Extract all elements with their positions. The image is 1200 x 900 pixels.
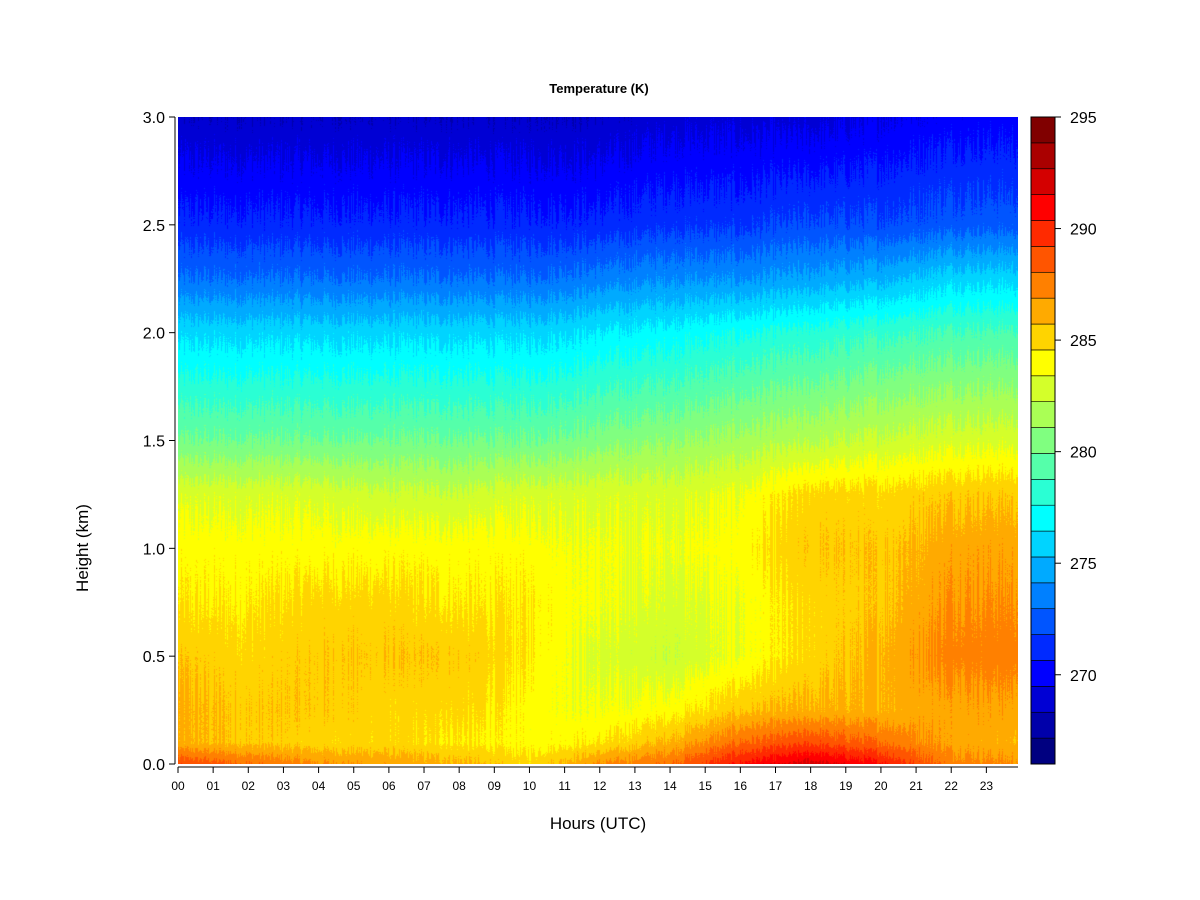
heatmap-plot-area (178, 117, 1018, 764)
colorbar-swatch (1030, 479, 1056, 506)
colorbar-swatch (1030, 711, 1056, 739)
x-axis-label: Hours (UTC) (550, 814, 646, 833)
colorbar-swatch (1030, 349, 1056, 377)
colorbar-swatch (1030, 116, 1056, 144)
x-tick-label: 22 (945, 779, 959, 793)
heatmap-field (178, 117, 1018, 764)
y-tick-label: 2.5 (143, 218, 165, 235)
colorbar-frame (1030, 116, 1056, 765)
colorbar-tick-label: 275 (1070, 556, 1097, 573)
colorbar-tick-label: 270 (1070, 668, 1097, 685)
colorbar-swatch (1030, 582, 1056, 610)
y-axis-label: Height (km) (73, 504, 92, 592)
x-tick-label: 13 (628, 779, 642, 793)
x-tick-label: 06 (382, 779, 396, 793)
x-tick-label: 09 (488, 779, 502, 793)
colorbar-swatch (1030, 608, 1056, 635)
x-tick-label: 17 (769, 779, 783, 793)
colorbar-swatch (1030, 504, 1056, 532)
colorbar-swatch (1030, 323, 1056, 351)
colorbar-swatch (1030, 453, 1056, 480)
y-axis: 0.0 0.5 1.0 1.5 2.0 2.5 3.0 (143, 110, 176, 774)
colorbar-swatch (1030, 401, 1056, 428)
x-tick-label: 01 (206, 779, 220, 793)
colorbar-tick-label: 290 (1070, 222, 1097, 239)
colorbar-swatch (1030, 634, 1056, 661)
colorbar-swatch (1030, 194, 1056, 221)
x-tick-label: 08 (452, 779, 466, 793)
colorbar-tick-label: 280 (1070, 445, 1097, 462)
colorbar-tick-label: 285 (1070, 333, 1097, 350)
colorbar-swatch (1030, 142, 1056, 170)
x-tick-label: 21 (909, 779, 923, 793)
x-tick-label: 18 (804, 779, 818, 793)
x-tick-label: 10 (523, 779, 537, 793)
x-tick-label: 02 (242, 779, 256, 793)
y-tick-label: 0.5 (143, 649, 165, 666)
x-tick-label: 11 (558, 779, 571, 793)
x-tick-label: 20 (874, 779, 888, 793)
colorbar-swatch (1030, 530, 1056, 558)
x-axis: 00 01 02 03 04 05 06 07 08 09 10 11 12 13 14 15 16 17 18 19… (171, 766, 1018, 793)
y-tick-label: 1.0 (143, 541, 165, 558)
x-tick-label: 04 (312, 779, 326, 793)
x-tick-label: 23 (980, 779, 994, 793)
x-tick-label: 14 (663, 779, 677, 793)
x-tick-label: 05 (347, 779, 361, 793)
y-tick-label: 2.0 (143, 326, 165, 343)
colorbar-swatch (1030, 220, 1056, 247)
y-tick-label: 1.5 (143, 434, 165, 451)
y-tick-label: 0.0 (143, 757, 165, 774)
chart-title: Temperature (K) (549, 81, 648, 96)
colorbar-swatch (1030, 686, 1056, 713)
x-tick-label: 03 (277, 779, 291, 793)
y-tick-label: 3.0 (143, 110, 165, 127)
x-tick-label: 12 (593, 779, 607, 793)
colorbar-tick-label: 295 (1070, 110, 1097, 127)
colorbar: 270 275 280 285 290 295 (1030, 110, 1097, 765)
colorbar-swatch (1030, 297, 1056, 325)
x-tick-label: 00 (171, 779, 185, 793)
colorbar-swatch (1030, 427, 1056, 454)
x-tick-label: 15 (699, 779, 713, 793)
colorbar-swatch (1030, 168, 1056, 195)
colorbar-swatch (1030, 375, 1056, 402)
x-tick-label: 19 (839, 779, 853, 793)
colorbar-swatch (1030, 246, 1056, 273)
colorbar-swatch (1030, 556, 1056, 584)
colorbar-swatch (1030, 271, 1056, 299)
x-tick-label: 07 (417, 779, 431, 793)
x-tick-label: 16 (734, 779, 748, 793)
colorbar-swatch (1030, 660, 1056, 687)
colorbar-swatch (1030, 737, 1056, 765)
